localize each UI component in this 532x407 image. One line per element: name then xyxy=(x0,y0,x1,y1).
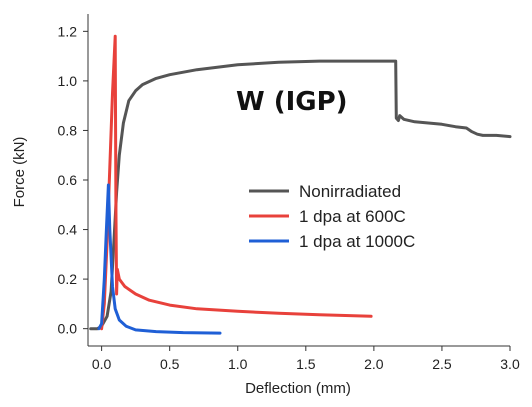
chart-annotation: W (IGP) xyxy=(236,87,348,117)
legend-label-1-dpa-at-1000c: 1 dpa at 1000C xyxy=(299,232,415,251)
y-tick-label: 1.0 xyxy=(58,73,78,89)
y-tick-label: 0.6 xyxy=(58,172,78,188)
x-tick-label: 0.0 xyxy=(92,356,112,372)
x-axis-title: Deflection (mm) xyxy=(245,380,351,397)
x-tick-label: 1.0 xyxy=(228,356,248,372)
y-tick-label: 1.2 xyxy=(58,23,78,39)
y-tick-label: 0.8 xyxy=(58,122,78,138)
x-tick-label: 2.0 xyxy=(364,356,384,372)
y-axis-title: Force (kN) xyxy=(11,137,28,208)
legend-label-1-dpa-at-600c: 1 dpa at 600C xyxy=(299,207,406,226)
series-line-1-dpa-at-600c xyxy=(100,34,373,331)
y-tick-label: 0.0 xyxy=(58,321,78,337)
x-tick-label: 2.5 xyxy=(432,356,452,372)
legend: Nonirradiated 1 dpa at 600C 1 dpa at 1000C xyxy=(249,182,415,251)
series-lines xyxy=(89,34,512,335)
x-tick-label: 3.0 xyxy=(500,356,520,372)
legend-label-nonirradiated: Nonirradiated xyxy=(299,182,401,201)
y-tick-label: 0.4 xyxy=(58,222,78,238)
x-tick-label: 0.5 xyxy=(160,356,180,372)
y-tick-label: 0.2 xyxy=(58,271,78,287)
x-tick-label: 1.5 xyxy=(296,356,316,372)
series-line-1-dpa-at-1000c xyxy=(97,183,222,335)
axes: 0.0 0.5 1.0 1.5 2.0 2.5 3.0 0.0 0.2 0.4 0.6 0.8 1.0 1… xyxy=(58,14,520,372)
